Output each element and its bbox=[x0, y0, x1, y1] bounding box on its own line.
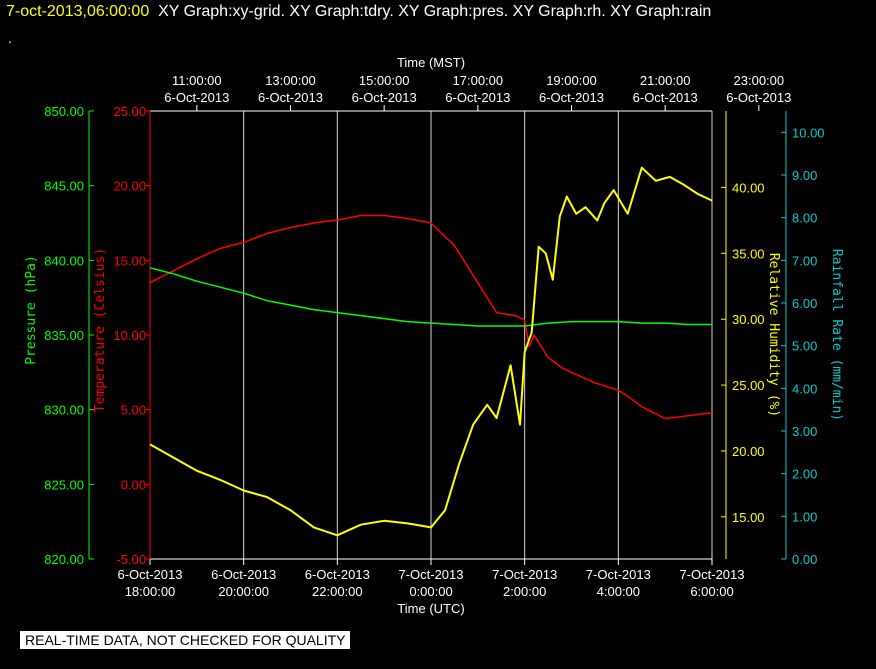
top-tick-time: 13:00:00 bbox=[265, 73, 316, 88]
rainfall-tick-label: 10.00 bbox=[792, 125, 825, 140]
humidity-tick-label: 15.00 bbox=[732, 510, 765, 525]
rainfall-tick-label: 3.00 bbox=[792, 424, 817, 439]
header-timestamp: 7-oct-2013,06:00:00 bbox=[6, 3, 150, 20]
bottom-tick-time: 20:00:00 bbox=[218, 584, 269, 599]
bottom-tick-time: 6:00:00 bbox=[690, 584, 733, 599]
top-tick-date: 6-Oct-2013 bbox=[539, 90, 604, 105]
temperature-tick-label: 10.00 bbox=[113, 328, 146, 343]
temperature-tick-label: 5.00 bbox=[121, 403, 146, 418]
top-tick-date: 6-Oct-2013 bbox=[445, 90, 510, 105]
temperature-tick-label: 20.00 bbox=[113, 179, 146, 194]
humidity-tick-label: 25.00 bbox=[732, 378, 765, 393]
bottom-tick-time: 2:00:00 bbox=[503, 584, 546, 599]
bottom-tick-date: 6-Oct-2013 bbox=[211, 567, 276, 582]
rainfall-tick-label: 5.00 bbox=[792, 339, 817, 354]
bottom-tick-time: 22:00:00 bbox=[312, 584, 363, 599]
rainfall-axis-label: Rainfall Rate (mm/min) bbox=[829, 249, 844, 421]
top-tick-time: 17:00:00 bbox=[453, 73, 504, 88]
pressure-tick-label: 840.00 bbox=[44, 253, 84, 268]
rainfall-tick-label: 0.00 bbox=[792, 552, 817, 567]
rainfall-tick-label: 1.00 bbox=[792, 509, 817, 524]
bottom-tick-date: 7-Oct-2013 bbox=[398, 567, 463, 582]
pressure-tick-label: 825.00 bbox=[44, 477, 84, 492]
top-tick-time: 21:00:00 bbox=[640, 73, 691, 88]
humidity-tick-label: 40.00 bbox=[732, 180, 765, 195]
humidity-tick-label: 35.00 bbox=[732, 246, 765, 261]
grid-lines bbox=[149, 111, 713, 559]
header-dot: . bbox=[8, 30, 12, 46]
pressure-tick-label: 850.00 bbox=[44, 104, 84, 119]
top-tick-date: 6-Oct-2013 bbox=[633, 90, 698, 105]
bottom-axis-label: Time (UTC) bbox=[397, 601, 464, 616]
rainfall-tick-label: 7.00 bbox=[792, 253, 817, 268]
quality-notice: REAL-TIME DATA, NOT CHECKED FOR QUALITY bbox=[20, 631, 351, 649]
pressure-tick-label: 830.00 bbox=[44, 403, 84, 418]
bottom-tick-date: 6-Oct-2013 bbox=[117, 567, 182, 582]
axis-labels: Time (MST) Time (UTC) Pressure (hPa) Tem… bbox=[24, 55, 844, 616]
series-layer bbox=[149, 166, 713, 537]
bottom-tick-date: 6-Oct-2013 bbox=[305, 567, 370, 582]
temperature-tick-label: 25.00 bbox=[113, 104, 146, 119]
temperature-tick-label: 0.00 bbox=[121, 477, 146, 492]
series-line-tdry bbox=[149, 214, 713, 420]
series-line-pres bbox=[149, 267, 712, 327]
top-tick-date: 6-Oct-2013 bbox=[726, 90, 791, 105]
rainfall-tick-label: 8.00 bbox=[792, 211, 817, 226]
pressure-tick-label: 835.00 bbox=[44, 328, 84, 343]
top-tick-date: 6-Oct-2013 bbox=[258, 90, 323, 105]
bottom-tick-time: 18:00:00 bbox=[125, 584, 176, 599]
bottom-tick-time: 0:00:00 bbox=[409, 584, 452, 599]
pressure-tick-label: 820.00 bbox=[44, 552, 84, 567]
header-graph-titles: XY Graph:xy-grid. XY Graph:tdry. XY Grap… bbox=[158, 3, 712, 20]
temperature-tick-label: 15.00 bbox=[113, 253, 146, 268]
bottom-tick-date: 7-Oct-2013 bbox=[492, 567, 557, 582]
rainfall-tick-label: 4.00 bbox=[792, 381, 817, 396]
axes: 6-Oct-2013 18:00:00 11:00:00 6-Oct-2013 6-Oc… bbox=[44, 73, 824, 599]
bottom-tick-date: 7-Oct-2013 bbox=[679, 567, 744, 582]
humidity-tick-label: 30.00 bbox=[732, 312, 765, 327]
top-axis-label: Time (MST) bbox=[397, 55, 465, 70]
rainfall-tick-label: 9.00 bbox=[792, 168, 817, 183]
top-tick-time: 15:00:00 bbox=[359, 73, 410, 88]
top-tick-date: 6-Oct-2013 bbox=[164, 90, 229, 105]
top-tick-date: 6-Oct-2013 bbox=[352, 90, 417, 105]
humidity-tick-label: 20.00 bbox=[732, 444, 765, 459]
header: 7-oct-2013,06:00:00 XY Graph:xy-grid. XY… bbox=[6, 3, 711, 21]
rainfall-tick-label: 6.00 bbox=[792, 296, 817, 311]
bottom-tick-time: 4:00:00 bbox=[597, 584, 640, 599]
pressure-tick-label: 845.00 bbox=[44, 179, 84, 194]
temperature-axis-label: Temperature (Celsius) bbox=[93, 248, 108, 412]
temperature-tick-label: -5.00 bbox=[116, 552, 146, 567]
pressure-axis-label: Pressure (hPa) bbox=[24, 255, 39, 365]
top-tick-time: 23:00:00 bbox=[734, 73, 785, 88]
top-tick-time: 19:00:00 bbox=[546, 73, 597, 88]
rainfall-tick-label: 2.00 bbox=[792, 467, 817, 482]
humidity-axis-label: Relative Humidity (%) bbox=[766, 253, 781, 417]
bottom-tick-date: 7-Oct-2013 bbox=[586, 567, 651, 582]
series-line-rh bbox=[149, 166, 713, 537]
top-tick-time: 11:00:00 bbox=[172, 73, 222, 88]
